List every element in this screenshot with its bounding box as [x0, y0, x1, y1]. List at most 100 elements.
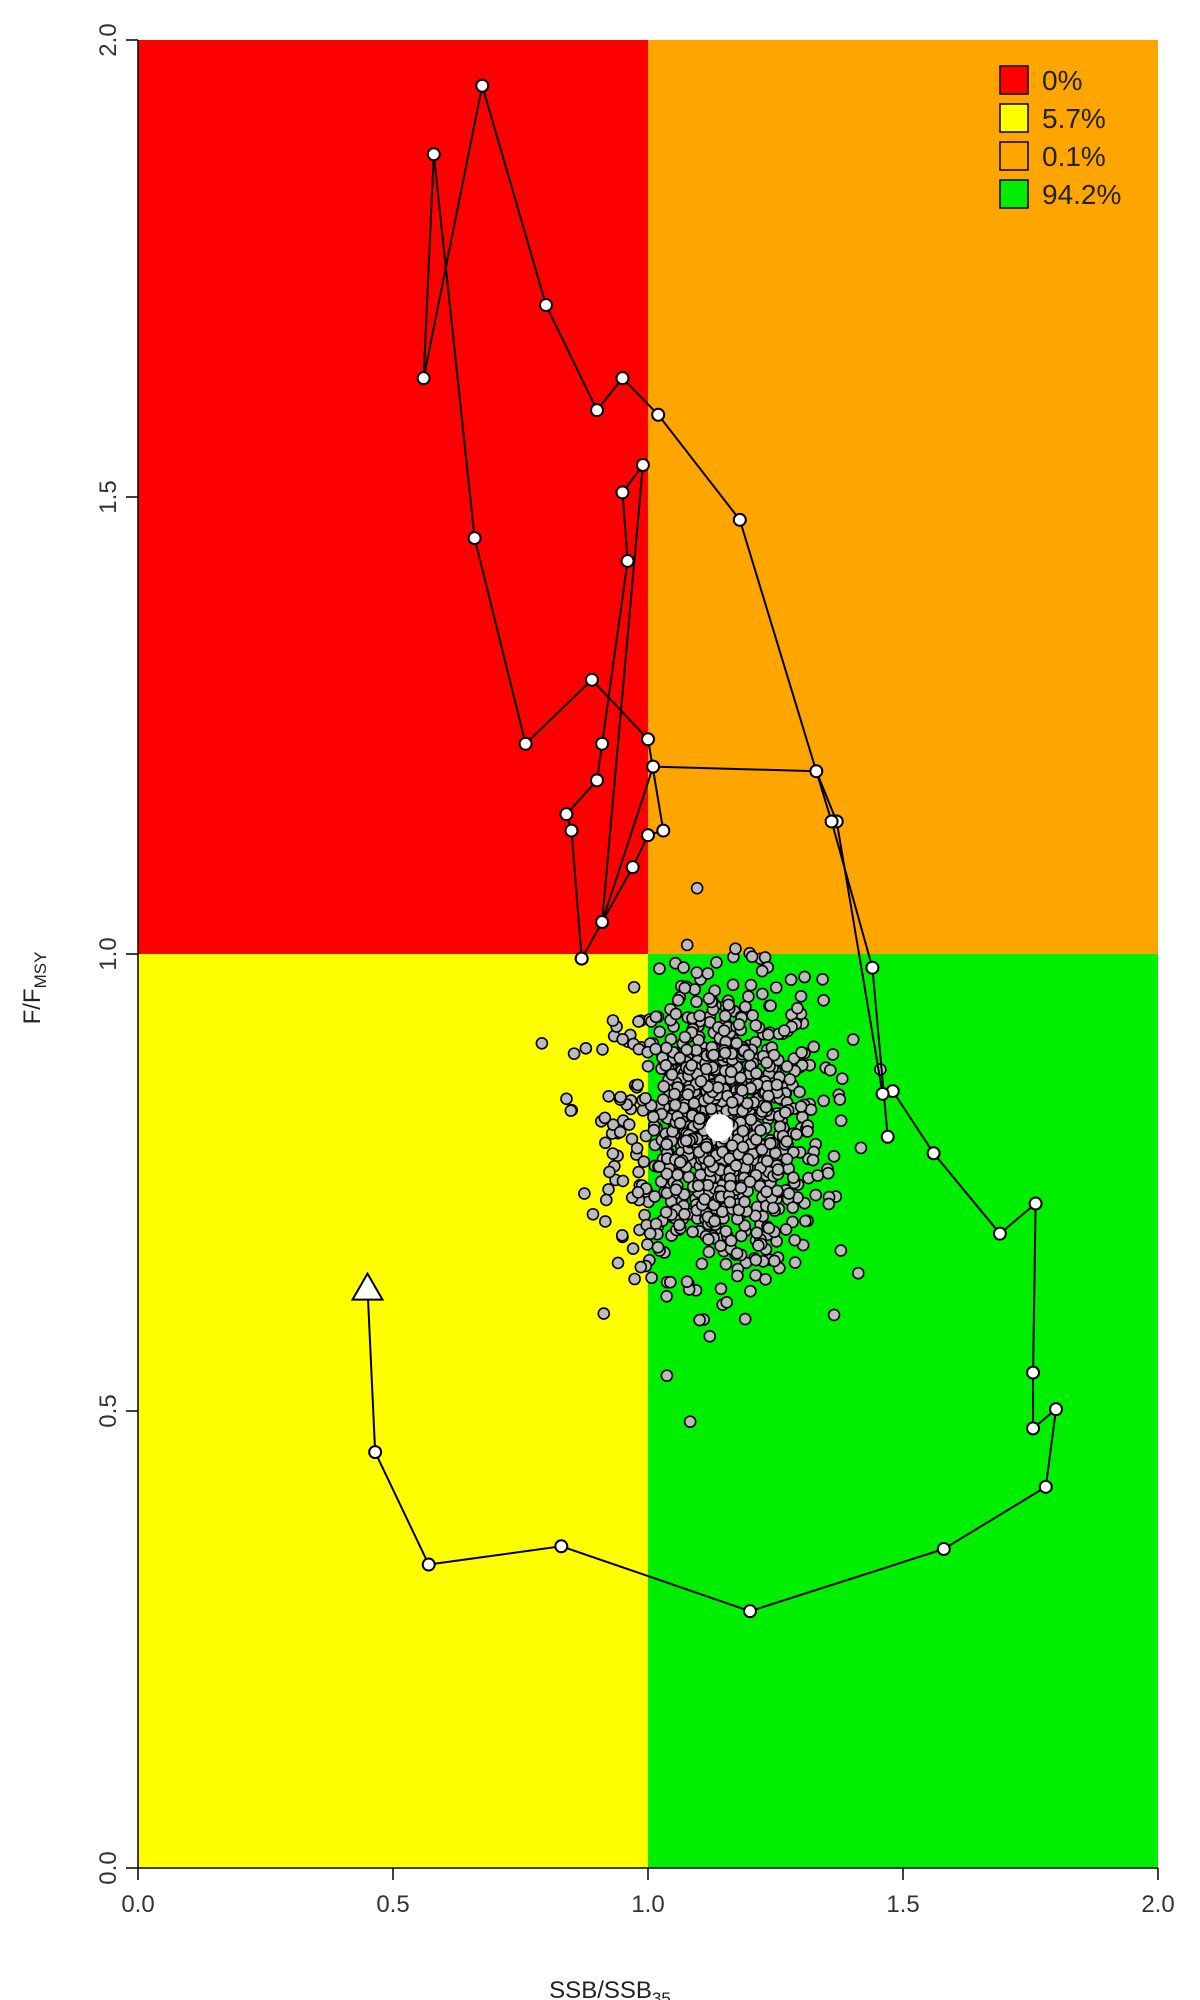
simulation-point: [778, 1024, 791, 1037]
simulation-point: [628, 1272, 641, 1286]
trajectory-point: [1026, 1421, 1041, 1436]
simulation-point: [717, 1024, 731, 1038]
simulation-point: [664, 1275, 677, 1289]
trajectory-point: [559, 807, 574, 822]
simulation-point: [615, 1229, 629, 1242]
simulation-point: [606, 1014, 620, 1027]
simulation-point: [643, 1227, 657, 1240]
legend-swatch: [999, 179, 1029, 209]
simulation-point: [707, 1048, 720, 1062]
trajectory-point: [564, 823, 579, 838]
simulation-point: [760, 1056, 773, 1069]
trajectory-point: [615, 485, 630, 500]
simulation-point: [598, 1111, 612, 1125]
simulation-point: [659, 1059, 673, 1072]
simulation-point: [794, 1100, 808, 1113]
simulation-point: [669, 1007, 683, 1021]
simulation-point: [535, 1037, 549, 1050]
simulation-point: [599, 1136, 612, 1150]
trajectory-point: [641, 732, 655, 747]
simulation-point: [652, 1160, 666, 1173]
y-axis-title-sub: MSY: [31, 952, 50, 989]
simulation-point: [729, 942, 742, 956]
trajectory-point: [865, 960, 880, 975]
simulation-point: [760, 1185, 773, 1199]
simulation-point: [807, 1040, 821, 1054]
x-tick-label: 0.0: [121, 1891, 154, 1918]
simulation-point: [768, 1254, 781, 1268]
trajectory-point: [590, 773, 604, 788]
simulation-point: [622, 1118, 636, 1131]
simulation-point: [744, 978, 758, 992]
simulation-point: [698, 1192, 711, 1206]
simulation-point: [735, 1084, 749, 1097]
simulation-point: [699, 1062, 713, 1076]
start-point-triangle: [350, 1271, 385, 1301]
simulation-point: [680, 1043, 694, 1057]
simulation-point: [743, 1175, 757, 1189]
simulation-point: [762, 1221, 776, 1235]
x-axis-title: SSB/SSB35: [549, 1977, 671, 2000]
trajectory-point: [824, 814, 839, 829]
simulation-point: [671, 1168, 684, 1182]
trajectory-point: [595, 915, 610, 930]
simulation-point: [742, 1048, 756, 1062]
simulation-point: [671, 993, 685, 1007]
trajectory-layer: [366, 78, 1063, 1619]
simulation-point: [755, 964, 769, 978]
simulation-point: [761, 1028, 775, 1041]
simulation-point: [677, 961, 690, 974]
simulation-point: [700, 1140, 713, 1154]
trajectory-point: [1038, 1479, 1053, 1494]
simulation-point: [702, 1245, 716, 1259]
simulation-point: [657, 1080, 671, 1093]
simulation-point: [597, 1307, 611, 1320]
trajectory-point: [554, 1539, 569, 1554]
trajectory-point: [743, 1604, 757, 1619]
simulation-point: [678, 981, 692, 995]
simulation-point: [790, 1127, 803, 1141]
trajectory-point: [635, 458, 650, 473]
simulation-point: [749, 1019, 763, 1032]
legend-label: 0%: [1042, 65, 1082, 96]
simulation-point: [688, 983, 702, 996]
simulation-point: [673, 1116, 687, 1130]
simulation-point: [560, 1092, 573, 1106]
x-tick-label: 1.5: [886, 1891, 919, 1918]
simulation-point: [793, 1085, 806, 1099]
simulation-point: [725, 1139, 739, 1152]
simulation-point: [720, 1296, 734, 1309]
trajectory-point: [620, 553, 635, 568]
simulation-point: [660, 1289, 673, 1303]
trajectory-point: [1026, 1365, 1041, 1380]
trajectory-point: [926, 1146, 941, 1161]
simulation-point: [634, 1260, 648, 1274]
legend-label: 0.1%: [1042, 141, 1106, 172]
simulation-point: [693, 1313, 706, 1327]
simulation-point: [738, 1195, 751, 1209]
simulation-point: [686, 1225, 699, 1239]
simulation-point: [767, 1048, 781, 1062]
current-point-marker: [705, 1114, 733, 1142]
legend-swatch: [999, 103, 1029, 133]
simulation-point: [780, 1135, 794, 1148]
simulation-point: [735, 1229, 748, 1243]
simulation-point: [702, 992, 716, 1005]
simulation-point: [692, 1179, 705, 1193]
simulation-point: [827, 1308, 841, 1322]
simulation-point: [741, 1152, 755, 1166]
legend-label: 5.7%: [1042, 103, 1106, 134]
simulation-point: [616, 1174, 630, 1188]
simulation-point: [616, 1032, 629, 1046]
simulation-point: [817, 993, 830, 1007]
trajectory-point: [584, 672, 599, 687]
simulation-point: [627, 980, 641, 994]
trajectory-point: [475, 78, 490, 93]
y-tick-label: 2.0: [95, 23, 122, 56]
simulation-point: [723, 1195, 737, 1209]
simulation-point: [730, 1247, 744, 1260]
simulation-point: [602, 1089, 615, 1103]
simulation-point: [770, 1078, 784, 1092]
simulation-point: [625, 1132, 639, 1146]
